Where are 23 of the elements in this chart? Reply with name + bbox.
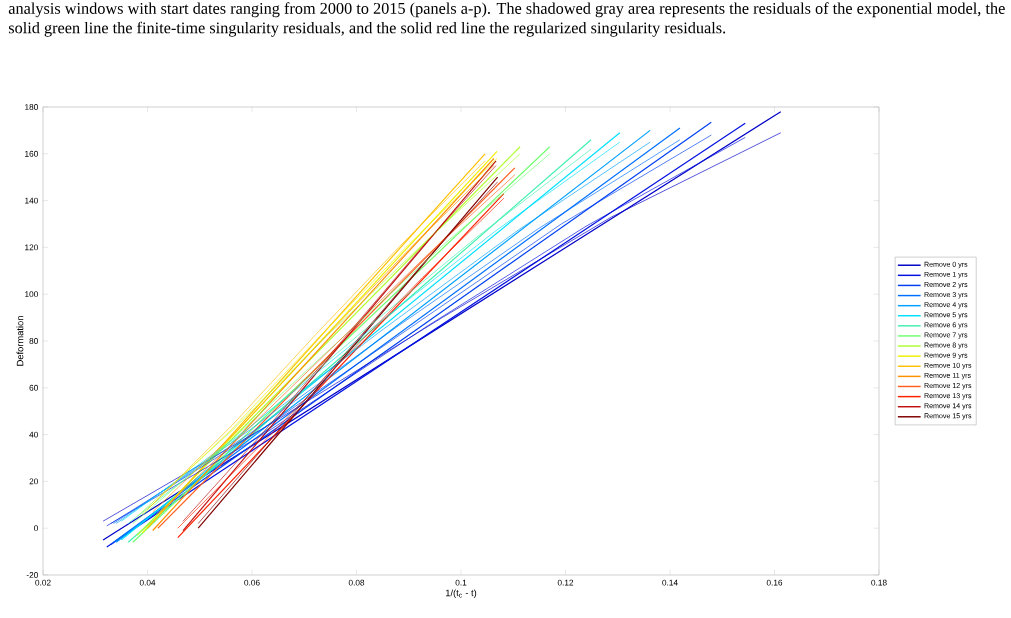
x-tick-label: 0.18 [871, 579, 887, 586]
y-tick-label: 80 [29, 338, 38, 344]
y-tick-label: 60 [29, 384, 38, 391]
x-tick-label: 0.02 [35, 579, 51, 586]
x-tick-label: 0.14 [662, 579, 678, 586]
y-tick-label: -20 [26, 572, 38, 578]
x-axis-title: 1/(t$_{c}$ - t) [445, 589, 477, 599]
y-tick-label: 140 [25, 197, 38, 204]
y-tick-label: 100 [25, 291, 38, 298]
x-tick-label: 0.06 [244, 579, 260, 586]
y-tick-label: 20 [29, 478, 38, 485]
x-tick-label: 0.1 [455, 579, 467, 586]
x-tick-label: 0.04 [139, 579, 156, 586]
x-tick-label: 0.16 [766, 579, 783, 586]
x-tick-label: 0.08 [348, 579, 365, 586]
y-tick-label: 40 [29, 431, 38, 438]
y-tick-label: 0 [34, 525, 38, 532]
x-tick-label: 0.12 [557, 579, 574, 586]
y-tick-label: 160 [25, 150, 38, 157]
text: analysis windows with start dates ranging from 2000 to 2015 (panels a-p). The shadowed gray area represents the residuals of the exponential model, the solid green line the finite-time singularity residuals, and the solid red line the regularized singularity residuals. [8, 2, 1005, 37]
y-axis-title: Deformation [16, 316, 24, 366]
y-tick-label: 180 [25, 104, 38, 110]
y-tick-label: 120 [25, 244, 38, 251]
